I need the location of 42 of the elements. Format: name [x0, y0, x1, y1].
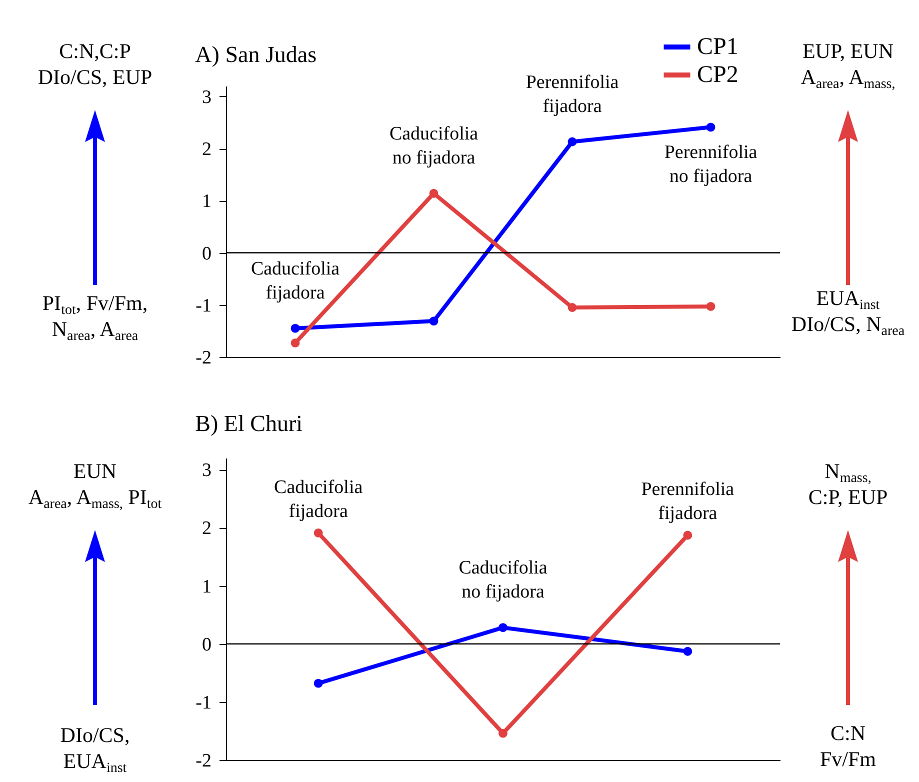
- text: EUA$_{inst}$ DIo/CS, N$_{area}$: [791, 285, 905, 339]
- point: [683, 530, 692, 540]
- text: EUP, EUN A$_{area}$, A$_{mass,}$: [800, 38, 896, 92]
- point: [429, 188, 438, 198]
- y-tick-label: 3: [202, 86, 212, 108]
- text: PI$_{tot}$, Fv/Fm, N$_{area}$, A$_{area}$: [42, 290, 148, 344]
- y-tick-label: 2: [202, 518, 212, 540]
- y-tick-label: 2: [202, 139, 212, 160]
- point: [683, 646, 692, 656]
- point: [568, 137, 577, 146]
- y-tick-label: -1: [196, 692, 212, 714]
- point: [429, 316, 438, 326]
- point: [706, 302, 716, 311]
- legend-label: CP1: [697, 34, 738, 60]
- category-label: Perennifolia fijadora: [641, 479, 734, 524]
- point: [706, 122, 716, 132]
- y-tick-label: 0: [202, 634, 212, 656]
- text: C:N Fv/Fm: [820, 720, 876, 772]
- category-label: Caducifolia no fijadora: [458, 558, 548, 603]
- x-tick-label: Perennifolia no fijadora: [664, 142, 758, 188]
- point: [290, 338, 300, 348]
- chart-title: B) El Churi: [195, 411, 303, 436]
- y-tick-label: 1: [202, 191, 212, 212]
- point: [568, 303, 577, 312]
- y-tick-label: -2: [196, 348, 212, 368]
- y-tick-label: -2: [196, 750, 212, 772]
- category-label: Caducifolia fijadora: [274, 476, 363, 522]
- legend-label: CP2: [697, 62, 738, 88]
- point: [314, 528, 323, 538]
- y-tick-label: 1: [202, 576, 212, 598]
- chart-title: A) San Judas: [195, 42, 317, 67]
- y-tick-label: 3: [202, 460, 212, 482]
- point: [498, 728, 508, 738]
- text: DIo/CS, EUA$_{inst}$: [60, 722, 130, 776]
- text: N$_{mass,}$ C:P, EUP: [808, 458, 888, 510]
- point: [290, 324, 300, 333]
- text: C:N,C:P DIo/CS, EUP: [38, 38, 152, 90]
- point: [498, 623, 508, 632]
- y-tick-label: -1: [196, 295, 212, 316]
- y-tick-label: 0: [202, 243, 212, 264]
- text: EUN A$_{area}$, A$_{mass,}$ PI$_{tot}$: [28, 459, 162, 512]
- point: [314, 678, 323, 688]
